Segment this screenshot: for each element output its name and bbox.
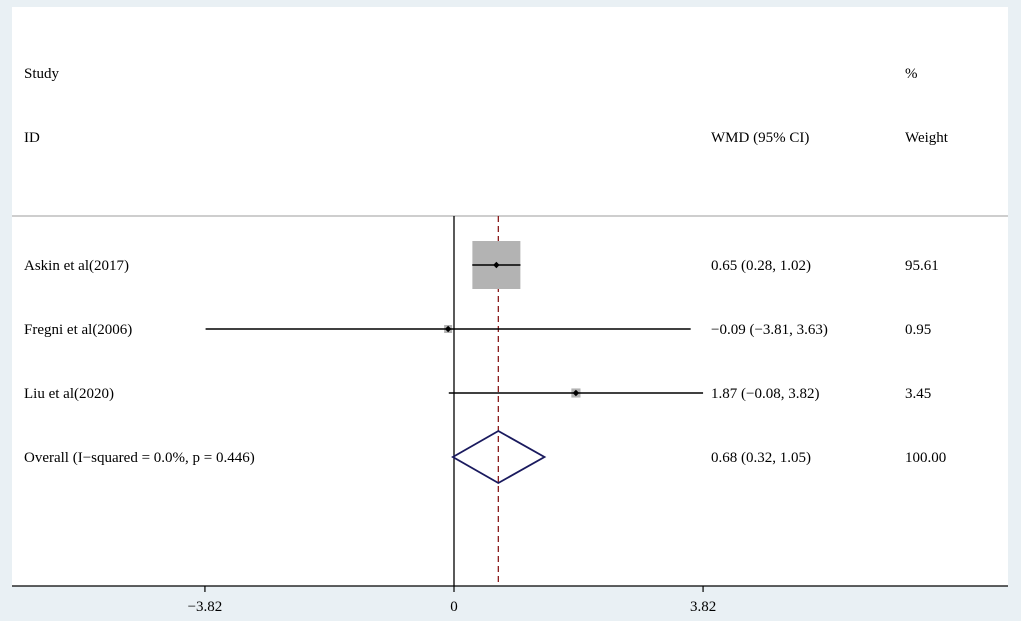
study-point-estimate (493, 261, 500, 269)
study-weight-label: 3.45 (905, 386, 931, 402)
header-weight: Weight (905, 130, 949, 146)
study-point-estimate (572, 389, 580, 397)
overall-ci-label: 0.68 (0.32, 1.05) (711, 450, 811, 466)
overall-weight-label: 100.00 (905, 450, 946, 466)
x-tick-label: 3.82 (690, 599, 716, 615)
overall-diamond (451, 429, 547, 485)
study-weight-label: 0.95 (905, 322, 931, 338)
plot-panel (12, 7, 1008, 586)
header-study: Study (24, 66, 60, 82)
header-id: ID (24, 130, 40, 146)
study-ci-label: 1.87 (−0.08, 3.82) (711, 386, 819, 402)
study-ci-label: 0.65 (0.28, 1.02) (711, 258, 811, 274)
study-weight-label: 95.61 (905, 258, 939, 274)
header-percent: % (905, 66, 918, 82)
header-effect: WMD (95% CI) (711, 130, 809, 146)
study-label: Fregni et al(2006) (24, 322, 132, 338)
x-tick-label: 0 (450, 599, 458, 615)
x-axis-ticks: −3.82 0 3.82 (188, 586, 716, 615)
chart-marks (205, 216, 704, 586)
study-label: Liu et al(2020) (24, 386, 114, 402)
overall-label: Overall (I−squared = 0.0%, p = 0.446) (24, 450, 255, 466)
row-labels: Askin et al(2017) 0.65 (0.28, 1.02) 95.61 F… (24, 258, 946, 466)
study-ci-label: −0.09 (−3.81, 3.63) (711, 322, 828, 338)
study-point-estimate (444, 325, 452, 333)
study-label: Askin et al(2017) (24, 258, 129, 274)
x-tick-label: −3.82 (188, 599, 223, 615)
